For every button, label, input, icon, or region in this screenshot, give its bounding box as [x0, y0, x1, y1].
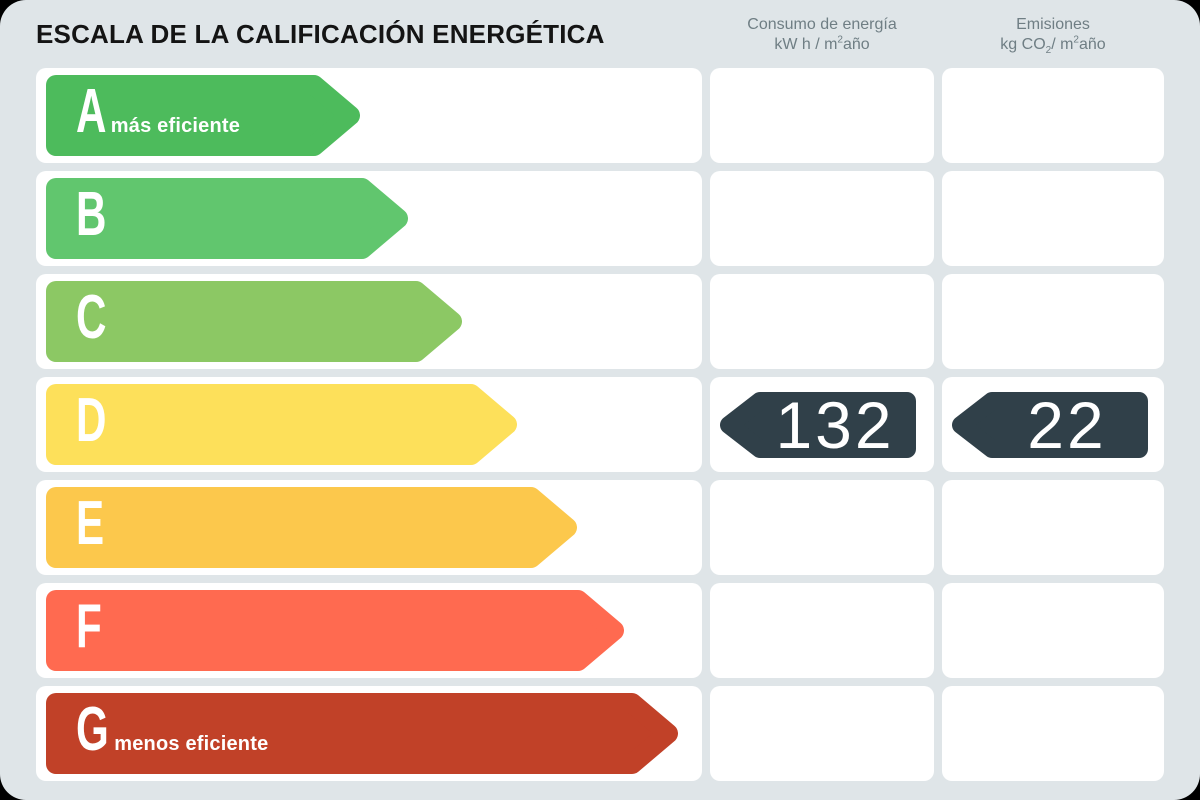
title-box: ESCALA DE LA CALIFICACIÓN ENERGÉTICA [36, 19, 702, 50]
rating-row-e: E [36, 480, 1164, 575]
emissions-value: 22 [1027, 387, 1107, 462]
consumption-cell-f [710, 583, 934, 678]
page-title: ESCALA DE LA CALIFICACIÓN ENERGÉTICA [36, 18, 605, 49]
rating-letter-e: E [76, 489, 105, 558]
emissions-cell-d: 22 [942, 377, 1164, 472]
bar-cell-f: F [36, 583, 702, 678]
emissions-cell-c [942, 274, 1164, 369]
rating-letter-g: G [76, 695, 109, 764]
bar-cell-b: B [36, 171, 702, 266]
rating-letter-a: A [76, 77, 107, 146]
emissions-cell-e [942, 480, 1164, 575]
consumption-header-line2: kW h / m2año [774, 34, 870, 53]
header: ESCALA DE LA CALIFICACIÓN ENERGÉTICA Con… [0, 0, 1200, 68]
rating-arrow-d: D [46, 384, 517, 465]
rating-row-f: F [36, 583, 1164, 678]
column-header-consumption: Consumo de energía kW h / m2año [710, 13, 934, 55]
consumption-cell-e [710, 480, 934, 575]
rating-row-c: C [36, 274, 1164, 369]
consumption-cell-d: 132 [710, 377, 934, 472]
rating-letter-f: F [76, 592, 102, 661]
rating-arrow-f: F [46, 590, 624, 671]
rating-letter-b: B [76, 180, 107, 249]
rating-letter-d: D [76, 386, 107, 455]
least-efficient-label: menos eficiente [114, 733, 269, 755]
consumption-value: 132 [775, 387, 895, 462]
emissions-header-line2: kg CO2/ m2año [1000, 34, 1106, 57]
consumption-cell-g [710, 686, 934, 781]
consumption-value-badge: 132 [720, 387, 916, 462]
rating-arrow-b: B [46, 178, 408, 259]
consumption-cell-c [710, 274, 934, 369]
bar-cell-e: E [36, 480, 702, 575]
bar-cell-c: C [36, 274, 702, 369]
emissions-cell-f [942, 583, 1164, 678]
rating-row-b: B [36, 171, 1164, 266]
bar-cell-d: D [36, 377, 702, 472]
emissions-cell-a [942, 68, 1164, 163]
rating-arrow-c: C [46, 281, 462, 362]
emissions-cell-g [942, 686, 1164, 781]
rating-letter-c: C [76, 283, 107, 352]
emissions-cell-b [942, 171, 1164, 266]
emissions-value-badge: 22 [952, 387, 1148, 462]
rating-arrow-e: E [46, 487, 577, 568]
rating-row-d: D 132 22 [36, 377, 1164, 472]
column-header-emissions: Emisiones kg CO2/ m2año [942, 13, 1164, 57]
most-efficient-label: más eficiente [110, 115, 241, 137]
consumption-cell-a [710, 68, 934, 163]
consumption-cell-b [710, 171, 934, 266]
emissions-header-line1: Emisiones [1016, 16, 1090, 33]
consumption-header-line1: Consumo de energía [747, 16, 897, 33]
